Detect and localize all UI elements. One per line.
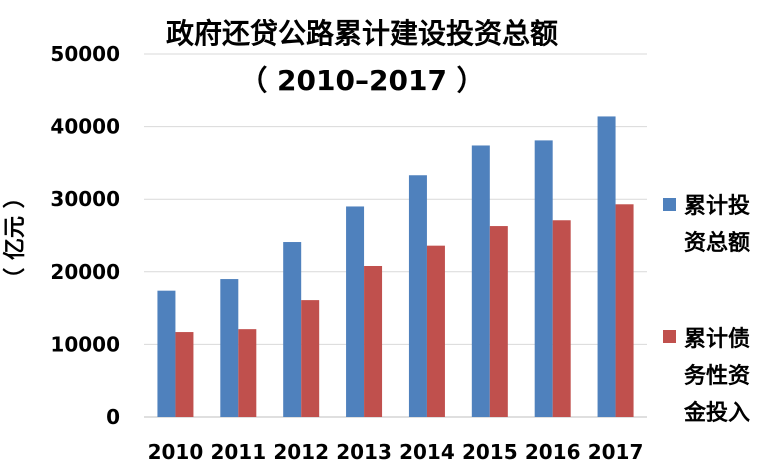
y-tick-label: 20000: [50, 260, 120, 284]
bar-debt-funding: [552, 220, 571, 417]
y-tick-label: 30000: [50, 187, 120, 211]
bar-total-investment: [534, 140, 553, 418]
y-axis-ticks: 0 10000 20000 30000 40000 50000: [50, 42, 120, 429]
x-tick-label: 2011: [210, 440, 266, 464]
bar-total-investment: [283, 242, 302, 417]
x-tick-label: 2014: [399, 440, 455, 464]
legend-swatch: [663, 330, 676, 343]
legend-label: 累计债: [684, 327, 750, 352]
x-tick-label: 2016: [525, 440, 581, 464]
chart-title: 政府还贷公路累计建设投资总额: [166, 17, 558, 50]
x-tick-label: 2013: [336, 440, 392, 464]
x-tick-label: 2012: [273, 440, 329, 464]
y-tick-label: 10000: [50, 332, 120, 356]
legend-swatch: [663, 198, 676, 211]
bar-debt-funding: [489, 226, 508, 417]
x-tick-label: 2017: [588, 440, 644, 464]
bar-debt-funding: [426, 245, 445, 417]
bar-total-investment: [157, 290, 176, 417]
bar-total-investment: [597, 116, 616, 417]
bar-debt-funding: [615, 204, 634, 417]
bars: [157, 116, 634, 418]
y-tick-label: 0: [106, 405, 120, 429]
y-tick-label: 40000: [50, 115, 120, 139]
bar-debt-funding: [364, 265, 383, 417]
bar-total-investment: [220, 279, 239, 417]
legend-label: 资总额: [684, 230, 750, 256]
legend-label: 累计投: [684, 194, 750, 219]
bar-total-investment: [471, 145, 490, 417]
bar-total-investment: [346, 206, 365, 417]
bar-debt-funding: [238, 329, 257, 417]
y-tick-label: 50000: [50, 42, 120, 66]
bar-debt-funding: [175, 332, 194, 417]
bar-total-investment: [408, 175, 427, 417]
legend-label: 务性资: [684, 364, 750, 389]
gridlines: [144, 53, 647, 418]
y-axis-label: （ 亿元 ）: [3, 186, 28, 289]
x-tick-label: 2015: [462, 440, 518, 464]
x-tick-label: 2010: [148, 440, 204, 464]
bar-debt-funding: [301, 300, 320, 417]
chart-subtitle: （ 2010–2017 ）: [239, 64, 484, 97]
x-axis-ticks: 2010 2011 2012 2013 2014 2015 2016 2017: [148, 440, 644, 464]
legend-label: 金投入: [683, 400, 750, 426]
